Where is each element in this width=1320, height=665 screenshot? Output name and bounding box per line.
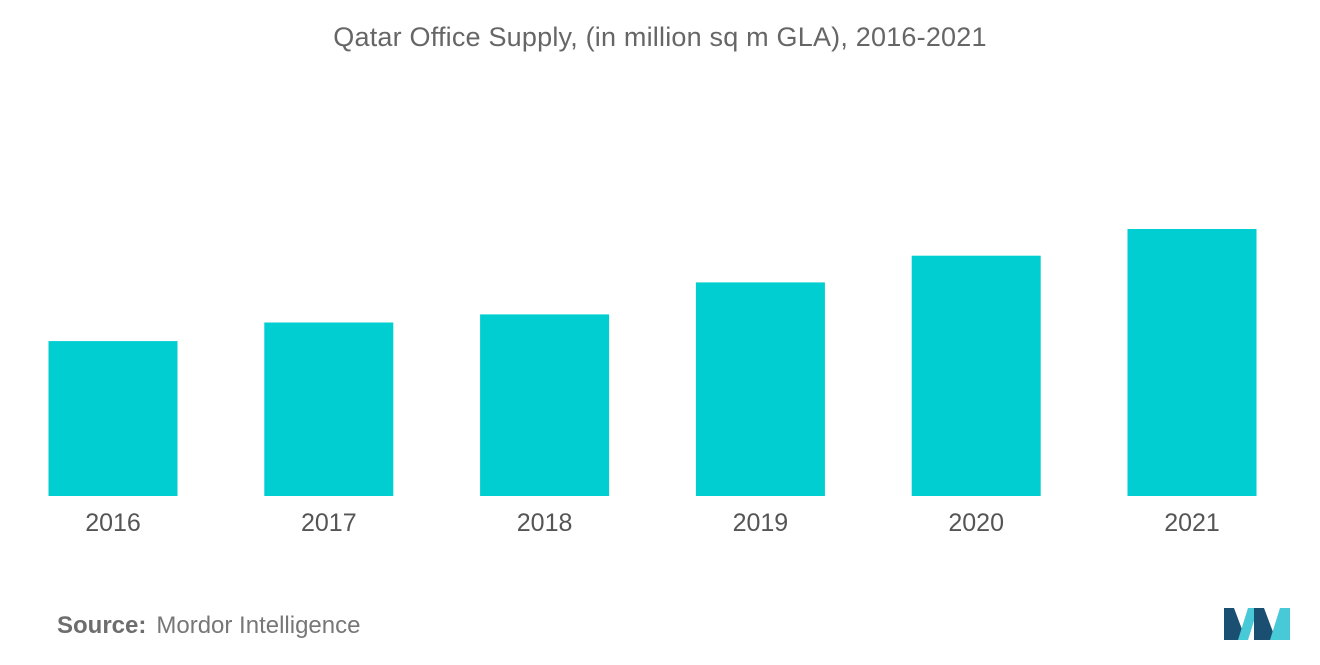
x-tick-label-2016: 2016	[85, 509, 141, 537]
bar-2020	[911, 255, 1041, 496]
mordor-intelligence-logo	[1224, 608, 1290, 640]
x-tick-label-2017: 2017	[301, 509, 357, 537]
bar-2017	[264, 322, 394, 496]
x-tick-label-2021: 2021	[1164, 509, 1220, 537]
bar-2018	[480, 314, 610, 496]
bars-group	[48, 229, 1257, 496]
source-label: Source:	[57, 612, 147, 639]
bar-2016	[48, 341, 178, 496]
chart-title: Qatar Office Supply, (in million sq m GL…	[333, 22, 987, 52]
source-line: Source: Mordor Intelligence	[57, 612, 360, 640]
source-value: Mordor Intelligence	[156, 612, 361, 639]
bar-2019	[695, 282, 825, 496]
x-tick-labels: 2016 2017 2018 2019 2020 2021	[85, 509, 1220, 537]
x-tick-label-2020: 2020	[948, 509, 1004, 537]
x-tick-label-2018: 2018	[517, 509, 573, 537]
bar-2021	[1127, 229, 1257, 496]
x-tick-label-2019: 2019	[733, 509, 789, 537]
